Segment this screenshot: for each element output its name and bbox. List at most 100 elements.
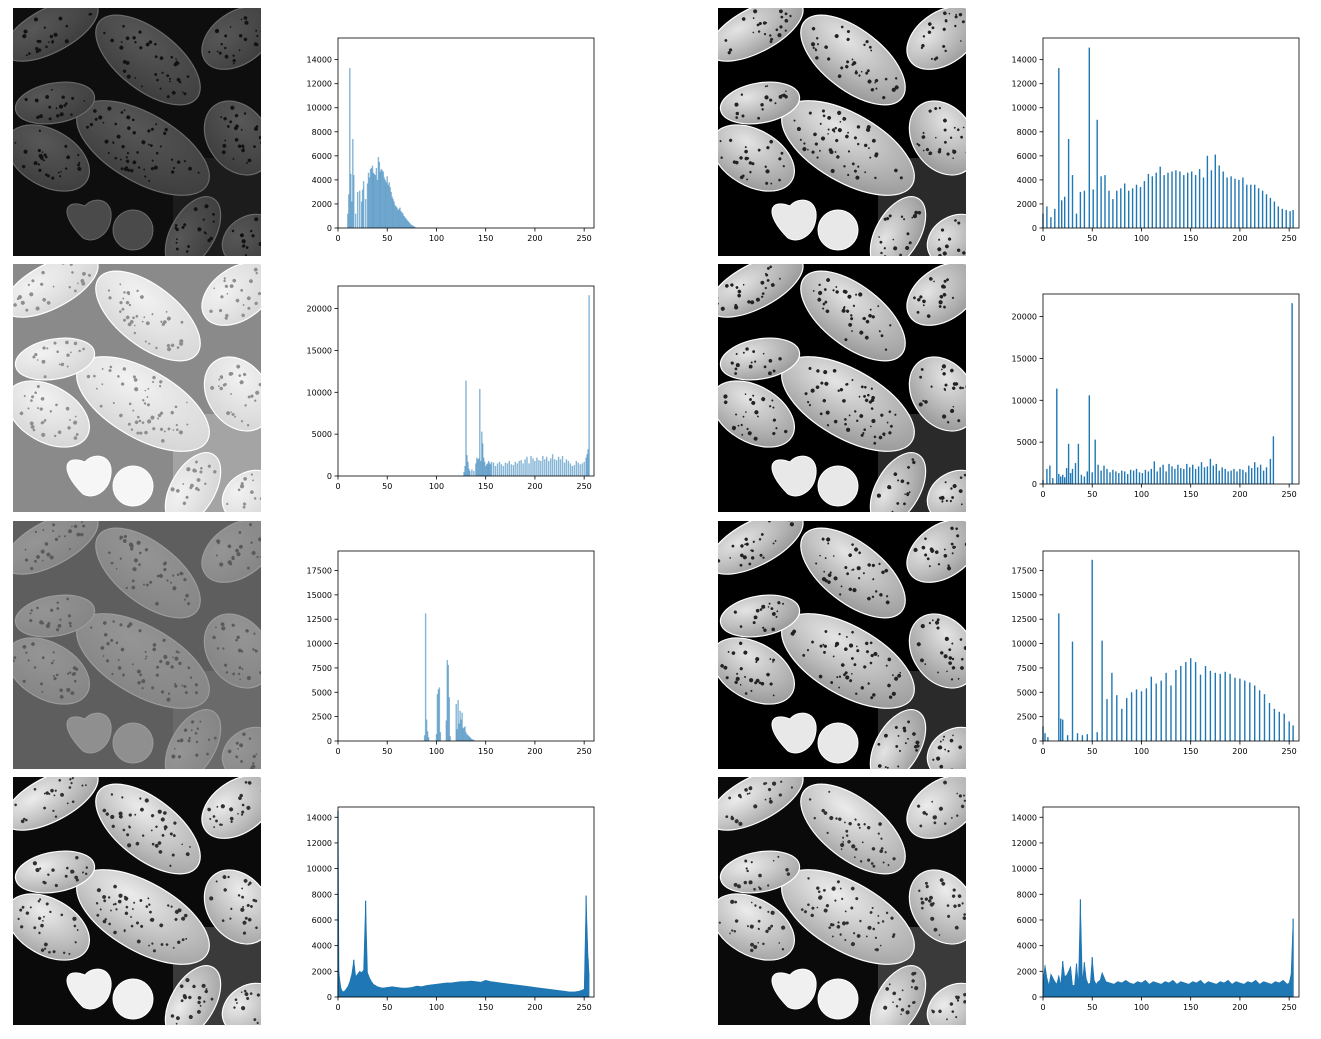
histogram-bar: [495, 466, 496, 476]
histogram-bar: [1191, 172, 1192, 229]
histogram-bar: [1084, 191, 1085, 228]
histogram-bar: [1204, 467, 1205, 484]
histogram-bar: [1226, 178, 1227, 229]
histogram-bar: [1087, 734, 1088, 741]
x-tick-label: 200: [1232, 1003, 1247, 1012]
histogram-bar: [1222, 467, 1223, 484]
pollen-image-3: [13, 264, 261, 512]
histogram-bar: [1124, 471, 1125, 484]
histogram-bar: [562, 456, 563, 476]
histogram-bar: [1154, 461, 1155, 484]
histogram-bar: [1219, 471, 1220, 484]
histogram-bar: [1245, 472, 1246, 484]
y-tick-label: 12000: [307, 80, 332, 89]
pollen-image-7: [13, 777, 261, 1025]
histogram-bar: [540, 461, 541, 476]
y-tick-label: 5000: [1017, 688, 1037, 697]
histogram-bar: [1046, 206, 1047, 228]
histogram-bar: [1112, 199, 1113, 228]
histogram-bar: [1171, 466, 1172, 484]
histogram-bar: [578, 463, 579, 476]
histogram-bar: [574, 465, 575, 476]
x-tick-label: 50: [382, 234, 392, 243]
histogram-bar: [1190, 658, 1191, 741]
y-tick-label: 14000: [307, 56, 332, 65]
histogram-bar: [1062, 961, 1063, 997]
x-tick-label: 50: [382, 482, 392, 491]
histogram-bar: [1077, 733, 1078, 741]
histogram-bar: [1180, 666, 1181, 741]
x-tick-label: 200: [527, 1003, 542, 1012]
x-tick-label: 200: [527, 234, 542, 243]
x-tick-label: 250: [1282, 747, 1297, 756]
histogram-bar: [1242, 178, 1243, 229]
y-tick-label: 12000: [1012, 839, 1037, 848]
histogram-bar: [1163, 175, 1164, 228]
histogram-bar: [1097, 732, 1098, 741]
histogram-bar: [544, 459, 545, 476]
histogram-bar: [1207, 466, 1208, 484]
histogram-bar: [1151, 469, 1152, 484]
histogram-bar: [1064, 477, 1065, 484]
histogram-bar: [1103, 466, 1104, 484]
histogram-bar: [491, 462, 492, 476]
histogram-bar: [1220, 674, 1221, 741]
histogram-bar: [1284, 714, 1285, 741]
pollen-image-5: [13, 521, 261, 769]
histogram-bar: [1156, 684, 1157, 742]
histogram-bar: [1106, 469, 1107, 484]
x-tick-label: 200: [1232, 747, 1247, 756]
histogram-bar: [1100, 176, 1101, 228]
histogram-bar: [1293, 919, 1294, 997]
histogram-bar: [524, 459, 525, 476]
histogram-bar: [1067, 735, 1068, 741]
histogram-bar: [1207, 156, 1208, 228]
y-tick-label: 0: [1032, 737, 1037, 746]
x-tick-label: 200: [1232, 234, 1247, 243]
histogram-bar: [365, 199, 366, 228]
histogram-bar: [1254, 686, 1255, 742]
histogram-bar: [1128, 191, 1129, 228]
histogram-bar: [1266, 194, 1267, 228]
histogram-bar: [450, 736, 451, 741]
histogram-bar: [1168, 464, 1169, 484]
histogram-bar: [1095, 440, 1096, 484]
histogram-bar: [1056, 389, 1057, 484]
histogram-bar: [353, 960, 354, 997]
x-tick-label: 150: [478, 482, 493, 491]
histogram-bar: [1200, 675, 1201, 741]
histogram-bar: [1175, 670, 1176, 741]
histogram-bar: [519, 461, 520, 476]
histogram-bar: [363, 181, 364, 228]
y-tick-label: 0: [327, 224, 332, 233]
histogram-bar: [1186, 464, 1187, 484]
histogram-bar: [1175, 170, 1176, 228]
y-tick-label: 2500: [1017, 713, 1037, 722]
histogram-bar: [1097, 120, 1098, 228]
histogram-bar: [1170, 686, 1171, 742]
histogram-bar: [1211, 170, 1212, 228]
histogram-bar: [1236, 471, 1237, 484]
histogram-bar: [1279, 712, 1280, 741]
histogram-bar: [1080, 899, 1081, 997]
histogram-bar: [1087, 471, 1088, 484]
histogram-bar: [1270, 198, 1271, 228]
histogram-bar: [1070, 473, 1071, 484]
histogram-bar: [1046, 469, 1047, 484]
histogram-bar: [532, 458, 533, 476]
histogram-bar: [584, 462, 585, 476]
histogram-bar: [1179, 172, 1180, 229]
histogram-bar: [1195, 662, 1196, 741]
histogram-bar: [538, 460, 539, 476]
histogram-bar: [1250, 185, 1251, 228]
x-tick-label: 200: [1232, 490, 1247, 499]
y-tick-label: 10000: [307, 865, 332, 874]
histogram-bar: [1210, 459, 1211, 484]
pollen-scene: [13, 777, 261, 1025]
